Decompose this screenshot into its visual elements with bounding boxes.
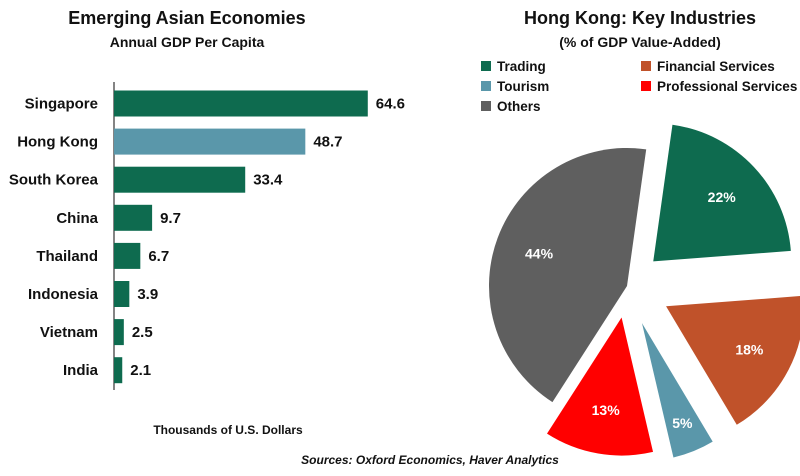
bar-value-label: 9.7	[160, 210, 181, 227]
bar-thailand	[114, 242, 141, 269]
source-note: Sources: Oxford Economics, Haver Analyti…	[301, 453, 559, 467]
bar-vietnam	[114, 319, 124, 346]
bar-value-label: 6.7	[148, 248, 169, 265]
bar-value-label: 2.1	[130, 362, 151, 379]
bar-category-label: South Korea	[9, 172, 99, 189]
bar-category-label: Vietnam	[40, 324, 98, 341]
pie-legend: Trading Financial Services Tourism Professi…	[481, 59, 797, 114]
legend-swatch	[641, 81, 651, 91]
bar-category-label: Singapore	[25, 96, 98, 113]
bar-category-label: China	[56, 210, 98, 227]
bar-category-label: Thailand	[36, 248, 98, 265]
bar-south-korea	[114, 166, 246, 193]
bar-value-label: 3.9	[137, 286, 158, 303]
pie-slice-professional-services	[547, 317, 654, 456]
pie-slice-trading	[653, 124, 791, 262]
bar-indonesia	[114, 281, 130, 307]
pie-slice-financial-services	[666, 296, 800, 425]
pie-chart: Hong Kong: Key Industries (% of GDP Valu…	[481, 8, 800, 458]
pie-slice-label: 13%	[592, 402, 621, 418]
bar-value-label: 48.7	[313, 134, 342, 151]
bar-chart-subtitle: Annual GDP Per Capita	[110, 34, 265, 50]
legend-swatch	[481, 101, 491, 111]
bar-chart: Emerging Asian Economies Annual GDP Per …	[9, 8, 405, 437]
pie-chart-title: Hong Kong: Key Industries	[524, 8, 756, 28]
bar-category-label: India	[63, 362, 99, 379]
bar-hong-kong	[114, 128, 306, 155]
pie-slice-label: 22%	[708, 189, 737, 205]
legend-label: Trading	[497, 59, 546, 74]
bar-category-label: Indonesia	[28, 286, 99, 303]
legend-swatch	[481, 61, 491, 71]
bar-value-label: 33.4	[253, 172, 283, 189]
legend-label: Professional Services	[657, 79, 797, 94]
pie-slice-others	[489, 148, 647, 403]
pie-slice-label: 5%	[672, 415, 693, 431]
bar-value-label: 2.5	[132, 324, 153, 341]
pie-chart-subtitle: (% of GDP Value-Added)	[559, 34, 721, 50]
bar-india	[114, 357, 123, 384]
bar-singapore	[114, 90, 368, 117]
pie-slice-label: 44%	[525, 245, 554, 261]
pie-slice-label: 18%	[735, 341, 764, 357]
bar-category-label: Hong Kong	[17, 134, 98, 151]
pie-slice-tourism	[641, 323, 713, 458]
legend-label: Others	[497, 99, 541, 114]
bar-value-label: 64.6	[376, 96, 405, 113]
legend-swatch	[481, 81, 491, 91]
bar-chart-xlabel: Thousands of U.S. Dollars	[153, 423, 303, 437]
bar-china	[114, 204, 153, 231]
legend-label: Financial Services	[657, 59, 775, 74]
pie-slices: 22% 18% 5% 13% 44%	[489, 124, 800, 458]
legend-label: Tourism	[497, 79, 549, 94]
bar-chart-title: Emerging Asian Economies	[68, 8, 305, 28]
legend-swatch	[641, 61, 651, 71]
bar-series: Singapore 64.6 Hong Kong 48.7 South Korea 33.…	[9, 90, 405, 384]
